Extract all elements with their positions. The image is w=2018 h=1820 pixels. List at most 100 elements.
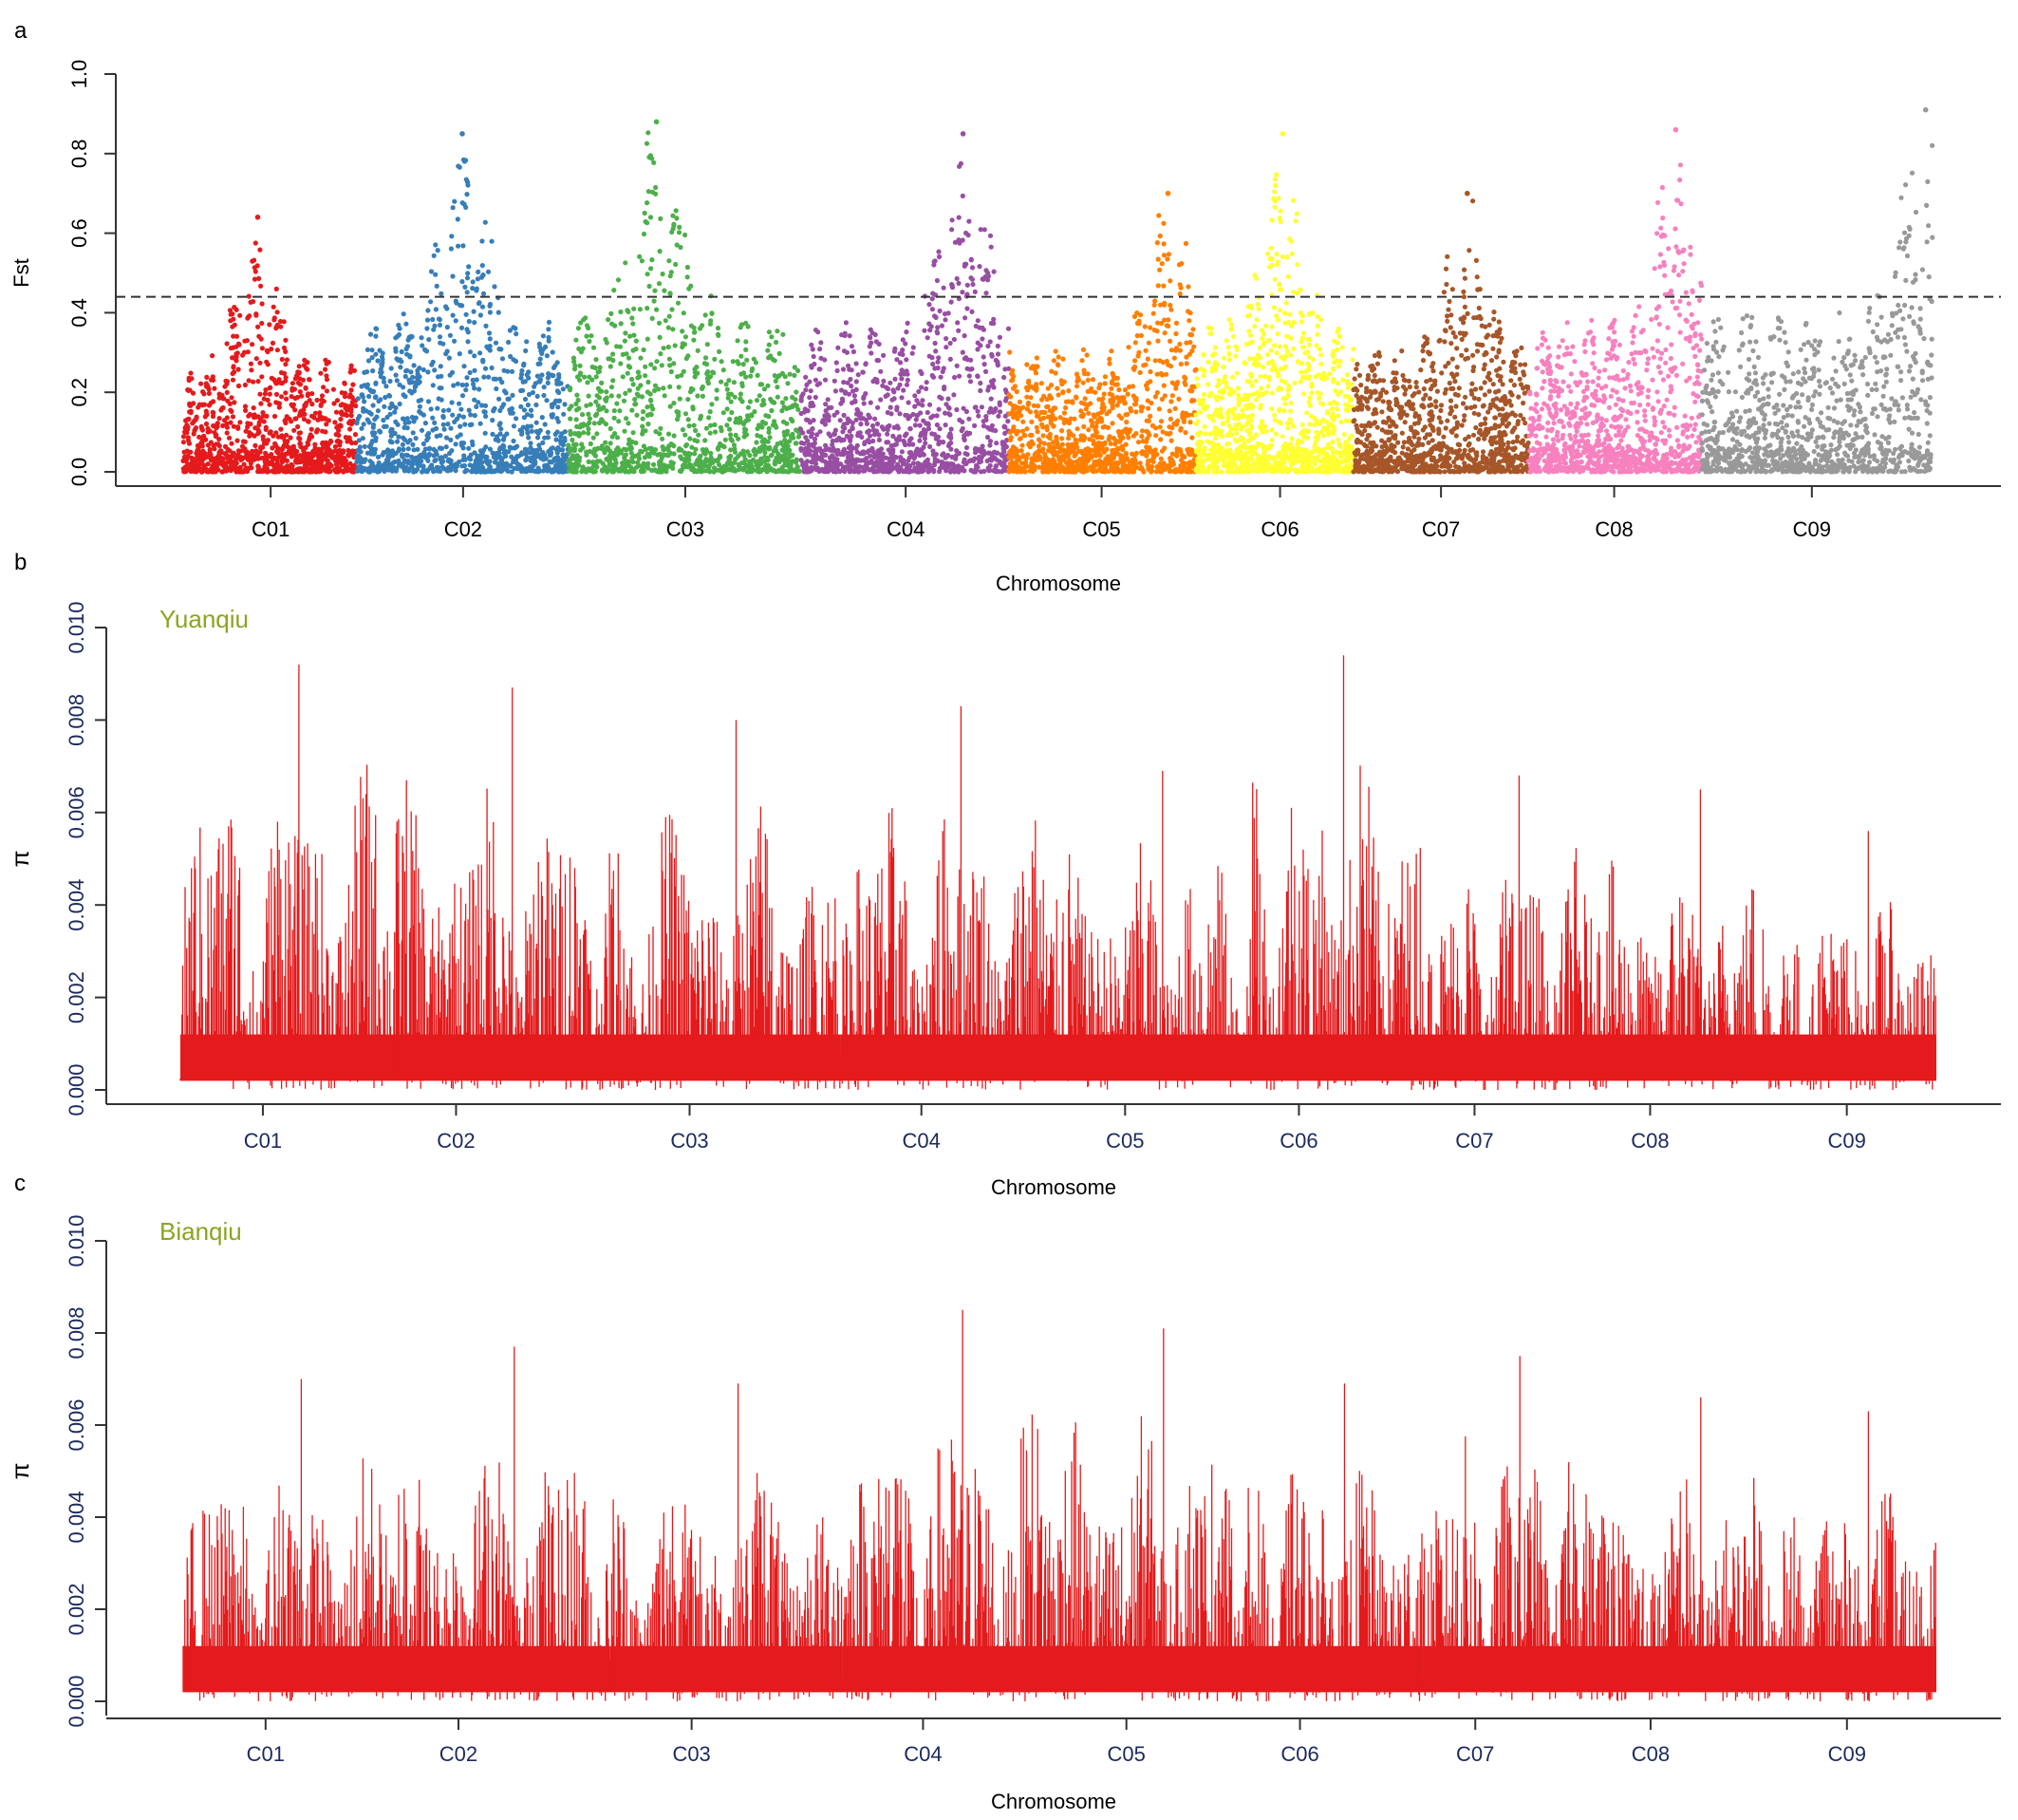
fst-point <box>270 340 276 346</box>
fst-point <box>995 458 1000 463</box>
fst-point <box>284 396 290 402</box>
fst-point <box>253 448 259 454</box>
fst-point <box>680 328 685 334</box>
fst-point <box>660 272 665 277</box>
fst-point <box>538 455 544 460</box>
fst-point <box>562 436 568 441</box>
fst-point <box>853 457 859 462</box>
fst-point <box>324 361 329 366</box>
fst-point <box>252 442 258 448</box>
fst-point <box>448 458 454 463</box>
fst-point <box>637 253 643 259</box>
fst-point <box>809 342 814 347</box>
fst-point <box>907 425 913 432</box>
fst-point <box>319 456 325 461</box>
fst-point <box>832 388 839 394</box>
fst-point <box>394 356 400 362</box>
fst-point <box>454 416 459 422</box>
fst-point <box>417 408 422 415</box>
fst-point <box>739 383 745 389</box>
fst-point <box>876 341 882 347</box>
fst-point <box>855 372 861 378</box>
fst-point <box>682 432 688 438</box>
fst-point <box>472 353 477 359</box>
fst-point <box>780 464 786 470</box>
fst-point <box>336 432 342 439</box>
fst-point <box>348 422 354 427</box>
fst-point <box>1158 419 1165 424</box>
fst-point <box>324 377 330 383</box>
fst-point <box>826 418 831 423</box>
fst-point <box>673 261 679 268</box>
fst-point <box>738 353 744 359</box>
fst-point <box>867 344 872 349</box>
fst-point <box>262 391 268 397</box>
fst-point <box>204 412 210 418</box>
fst-point <box>646 155 652 160</box>
fst-point <box>511 438 516 444</box>
fst-point <box>822 413 828 419</box>
fst-point <box>1085 377 1091 383</box>
fst-point <box>436 396 441 402</box>
fst-point <box>886 447 891 453</box>
fst-point <box>494 385 499 392</box>
fst-point <box>557 398 563 403</box>
fst-point <box>308 467 313 473</box>
fst-point <box>878 368 884 374</box>
fst-point <box>831 378 837 384</box>
fst-point <box>932 340 938 347</box>
fst-point <box>248 361 253 366</box>
fst-point <box>757 393 762 399</box>
fst-point <box>647 215 654 220</box>
fst-point <box>698 413 704 419</box>
fst-point <box>203 421 210 427</box>
fst-point <box>189 376 195 382</box>
fst-point <box>432 367 438 373</box>
fst-point <box>899 449 906 455</box>
fst-point <box>402 424 407 430</box>
fst-point <box>318 468 324 474</box>
fst-point <box>394 378 400 384</box>
fst-point <box>981 468 987 474</box>
fst-point <box>1161 283 1167 289</box>
fst-point <box>532 451 537 458</box>
fst-point <box>461 462 467 469</box>
fst-point <box>794 464 800 470</box>
fst-point <box>1110 379 1115 385</box>
fst-point <box>401 311 406 317</box>
fst-point <box>1132 358 1138 364</box>
fst-point <box>323 366 328 372</box>
fst-point <box>422 347 428 352</box>
fst-point <box>861 449 867 455</box>
fst-point <box>1041 393 1047 399</box>
fst-point <box>880 383 886 388</box>
fst-point <box>207 428 213 434</box>
fst-point <box>651 298 657 304</box>
fst-point <box>1173 330 1179 337</box>
fst-point <box>630 382 636 387</box>
fst-point <box>592 413 599 419</box>
fst-point <box>251 379 256 385</box>
fst-point <box>1054 434 1059 440</box>
fst-point <box>803 435 809 441</box>
fst-point <box>407 388 413 394</box>
fst-point <box>390 466 396 472</box>
fst-point <box>373 351 379 357</box>
fst-point <box>624 416 629 422</box>
fst-point <box>934 277 941 284</box>
fst-point <box>808 434 814 440</box>
fst-point <box>951 336 958 343</box>
fst-point <box>643 364 648 369</box>
fst-point <box>934 328 940 335</box>
fst-point <box>657 431 663 437</box>
fst-point <box>570 441 577 447</box>
fst-point <box>212 446 217 452</box>
fst-point <box>435 405 440 411</box>
fst-point <box>790 431 795 437</box>
fst-point <box>465 182 471 188</box>
fst-point <box>919 447 925 453</box>
fst-point <box>545 380 551 385</box>
fst-point <box>405 468 412 474</box>
fst-point <box>420 441 426 447</box>
fst-point <box>417 403 422 409</box>
